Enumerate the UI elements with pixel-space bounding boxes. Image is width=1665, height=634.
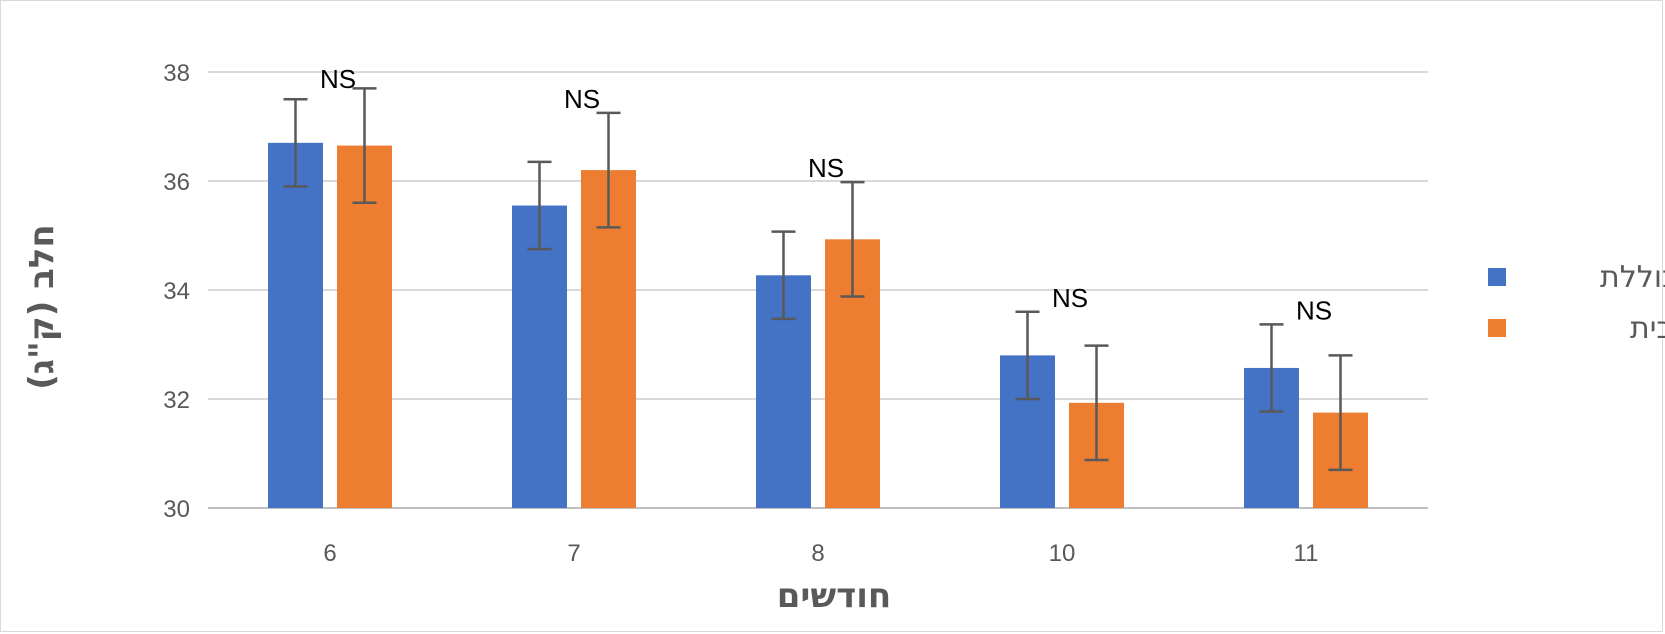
x-tick-label: 11 [1294,540,1319,567]
significance-label: NS [808,153,844,183]
legend-swatch-series-2 [1488,319,1506,337]
x-tick-label: 6 [323,540,336,567]
legend-label-series-2: מרחבית [1630,311,1665,346]
y-tick-label: 36 [163,169,190,196]
y-tick-label: 38 [163,60,190,87]
significance-label: NS [564,84,600,114]
significance-label: NS [1052,283,1088,313]
x-axis-title: חודשים [777,576,891,616]
error-bars [283,87,1353,472]
legend-swatch-series-1 [1488,268,1506,286]
y-axis-ticks: 30 32 34 36 38 [163,60,190,523]
legend-label-series-1: כוללת [1600,260,1665,295]
x-axis-ticks: 6 7 8 10 11 [323,540,1318,567]
y-axis-title: חלב (ק"ג) [22,224,62,390]
bar-series-1-7 [512,205,567,508]
legend: כוללת מרחבית [1488,260,1665,346]
bar-series-2-6 [337,145,392,508]
significance-label: NS [320,64,356,94]
bar-series-1-6 [268,142,323,508]
gridlines [208,71,1428,509]
x-tick-label: 10 [1049,540,1076,567]
y-tick-label: 34 [163,278,190,305]
significance-label: NS [1296,295,1332,325]
x-tick-label: 8 [811,540,824,567]
annotations: NS NS NS NS NS [320,64,1332,325]
bars [268,142,1368,508]
x-tick-label: 7 [567,540,580,567]
y-tick-label: 30 [163,496,190,523]
y-tick-label: 32 [163,387,190,414]
